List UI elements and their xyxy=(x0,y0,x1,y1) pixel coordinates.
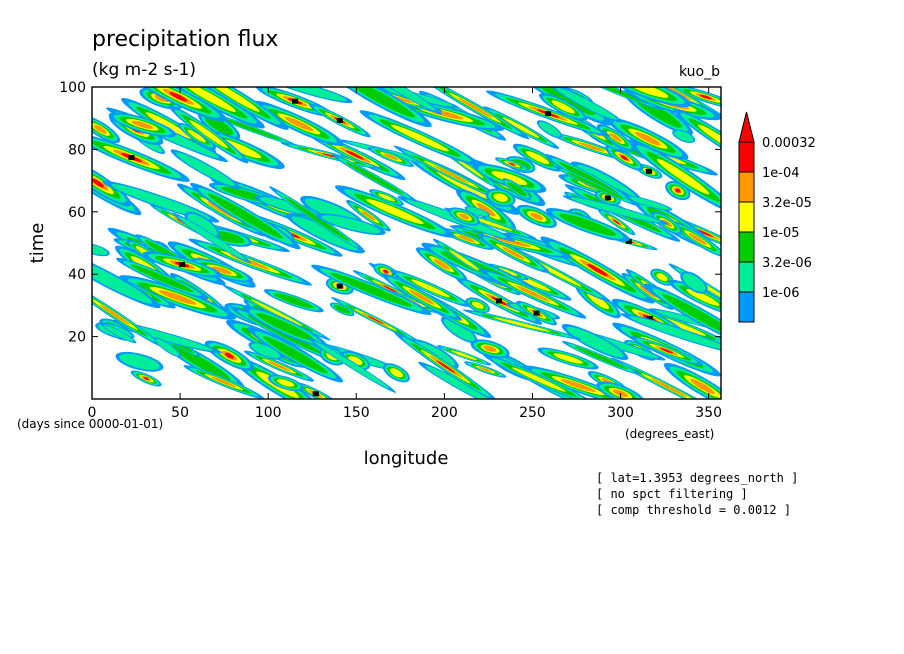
y-tick-label: 40 xyxy=(68,267,86,283)
colorbar-swatch xyxy=(738,141,755,173)
plot-frame xyxy=(91,86,722,400)
colorbar-swatch xyxy=(738,231,755,263)
note-threshold: [ comp threshold = 0.0012 ] xyxy=(596,503,791,517)
note-lat: [ lat=1.3953 degrees_north ] xyxy=(596,471,798,485)
y-tick-label: 80 xyxy=(68,142,86,158)
colorbar-swatch xyxy=(738,291,755,323)
x-units-label: (degrees_east) xyxy=(625,427,714,441)
x-tick-label: 50 xyxy=(171,405,189,421)
y-units-label: (days since 0000-01-01) xyxy=(17,417,163,431)
x-tick-label: 300 xyxy=(607,405,634,421)
y-tick-label: 100 xyxy=(59,80,86,96)
note-filter: [ no spct filtering ] xyxy=(596,487,748,501)
run-label: kuo_b xyxy=(679,64,720,80)
y-tick-label: 60 xyxy=(68,205,86,221)
x-tick-label: 100 xyxy=(255,405,282,421)
colorbar-swatch xyxy=(738,171,755,203)
chart-title: precipitation flux xyxy=(92,27,278,52)
chart-units: (kg m-2 s-1) xyxy=(92,60,196,80)
x-tick-label: 250 xyxy=(519,405,546,421)
colorbar-label: 1e-06 xyxy=(762,286,800,301)
x-tick-label: 200 xyxy=(431,405,458,421)
colorbar-swatch xyxy=(738,201,755,233)
colorbar-label: 3.2e-05 xyxy=(762,196,812,211)
colorbar-label: 1e-04 xyxy=(762,166,800,181)
colorbar: 0.00032 1e-04 3.2e-05 1e-05 3.2e-06 1e-06 xyxy=(738,111,816,323)
x-tick-label: 0 xyxy=(88,405,97,421)
colorbar-label: 1e-05 xyxy=(762,226,800,241)
precip-heatmap xyxy=(92,87,721,399)
colorbar-label: 0.00032 xyxy=(762,136,816,151)
y-tick-label: 20 xyxy=(68,330,86,346)
y-axis-label: time xyxy=(27,223,48,264)
colorbar-swatch xyxy=(738,261,755,293)
x-axis-label: longitude xyxy=(364,448,449,469)
x-tick-label: 150 xyxy=(343,405,370,421)
x-tick-label: 350 xyxy=(695,405,722,421)
colorbar-label: 3.2e-06 xyxy=(762,256,812,271)
